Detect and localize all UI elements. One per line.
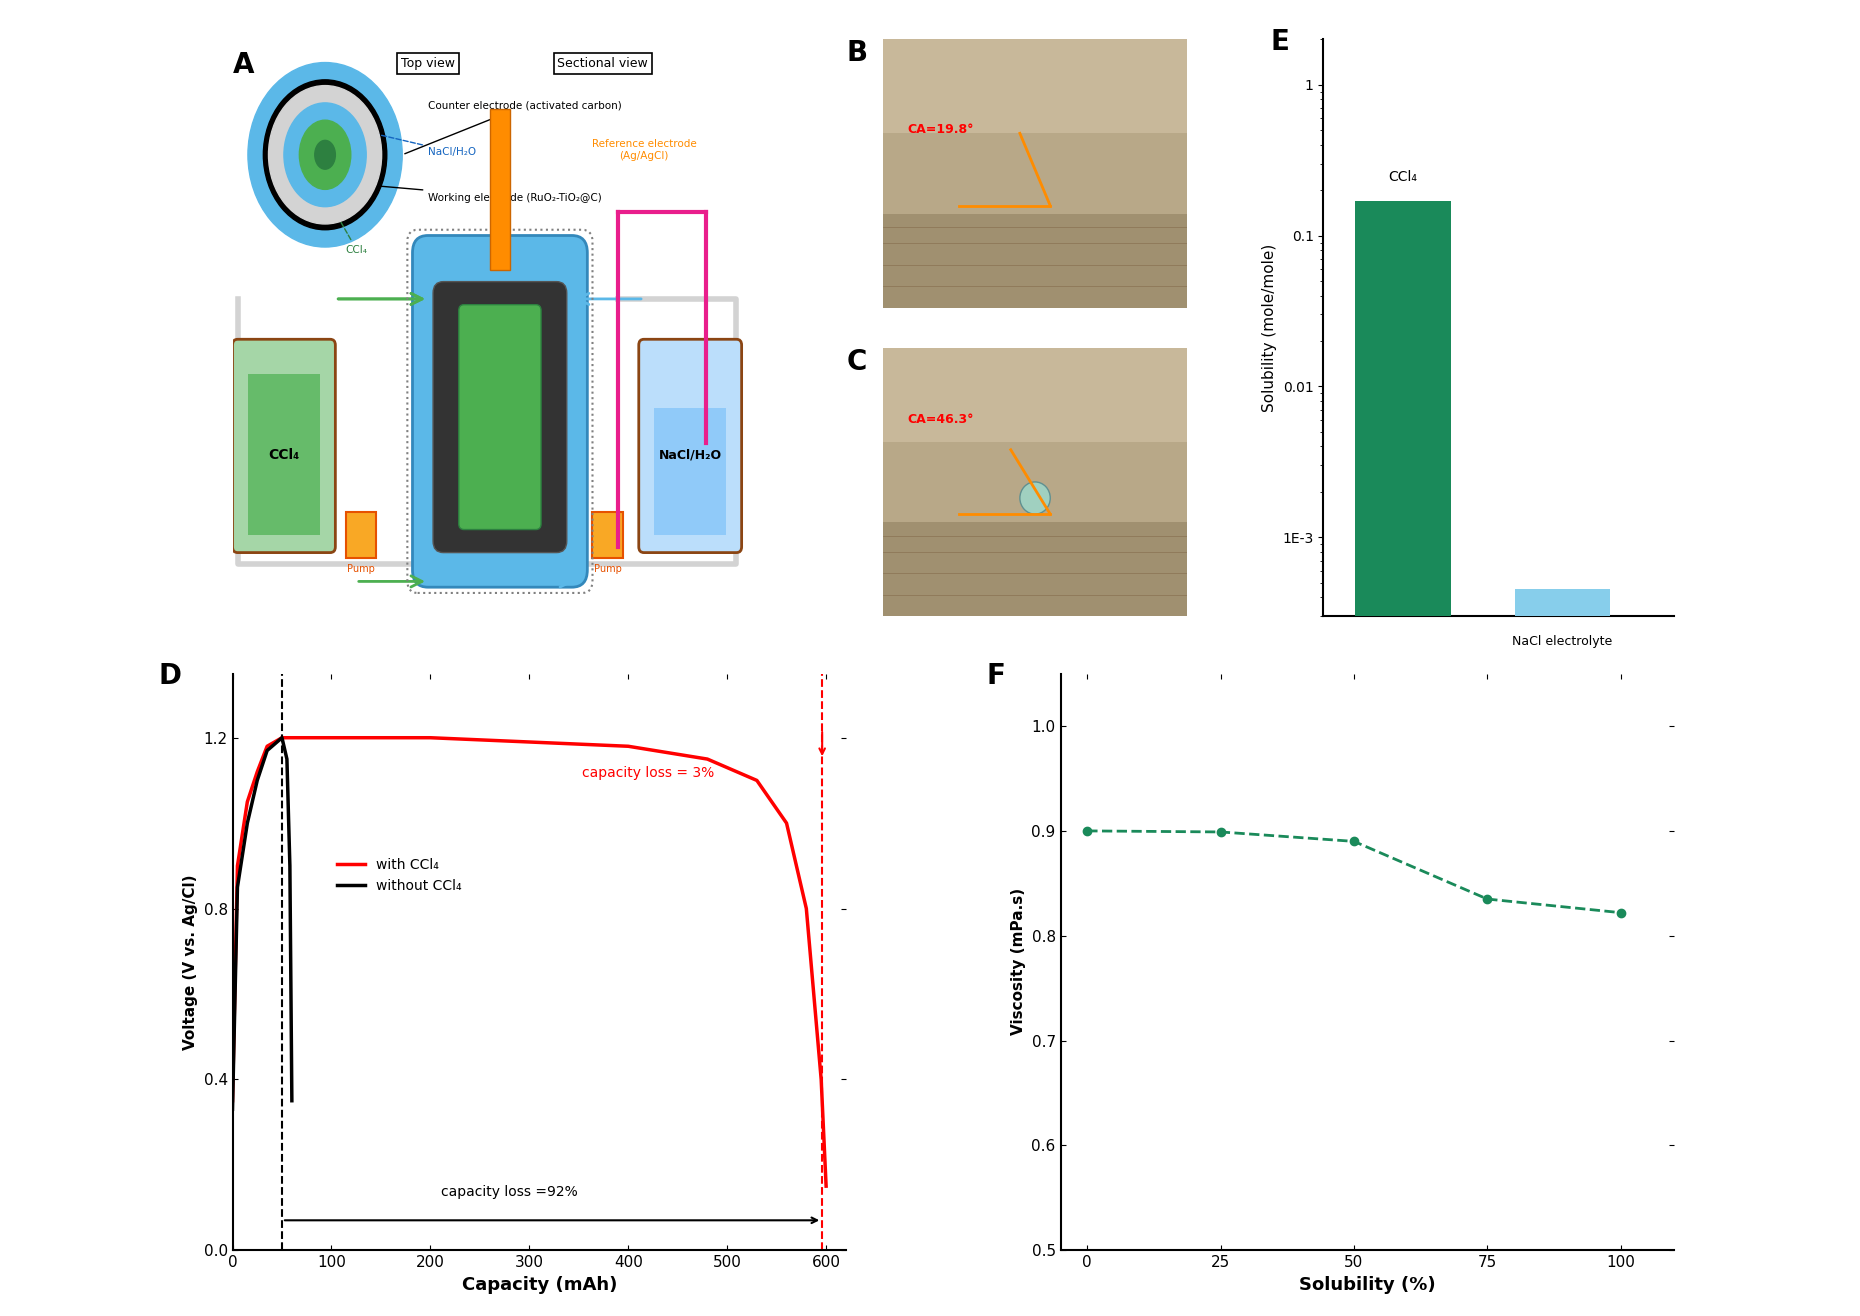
with CCl₄ xyxy=(257,738,279,754)
Text: E: E xyxy=(1270,28,1289,57)
Line: without CCl₄: without CCl₄ xyxy=(232,738,292,1109)
Bar xyxy=(884,133,1187,213)
X-axis label: Capacity (mAh): Capacity (mAh) xyxy=(461,1275,618,1294)
Bar xyxy=(655,408,725,536)
Text: B: B xyxy=(846,39,869,67)
without CCl₄ xyxy=(236,815,259,830)
without CCl₄ xyxy=(275,751,298,767)
Text: capacity loss = 3%: capacity loss = 3% xyxy=(582,766,714,780)
Ellipse shape xyxy=(264,80,387,230)
Ellipse shape xyxy=(299,120,352,190)
Y-axis label: Solubility (mole/mole): Solubility (mole/mole) xyxy=(1261,243,1276,412)
X-axis label: Solubility (%): Solubility (%) xyxy=(1298,1275,1436,1294)
Line: with CCl₄: with CCl₄ xyxy=(232,738,826,1186)
Text: Top view: Top view xyxy=(402,57,456,70)
Ellipse shape xyxy=(285,103,366,207)
Ellipse shape xyxy=(314,141,335,170)
Ellipse shape xyxy=(268,86,381,224)
Bar xyxy=(884,442,1187,522)
Bar xyxy=(884,522,1187,616)
without CCl₄ xyxy=(227,879,249,895)
Y-axis label: Voltage (V vs. Ag/Cl): Voltage (V vs. Ag/Cl) xyxy=(182,874,197,1050)
with CCl₄ xyxy=(272,730,294,746)
FancyBboxPatch shape xyxy=(232,340,335,553)
with CCl₄ xyxy=(227,858,249,874)
without CCl₄ xyxy=(272,730,294,746)
Text: Counter electrode (activated carbon): Counter electrode (activated carbon) xyxy=(405,100,621,154)
Ellipse shape xyxy=(247,63,402,247)
with CCl₄ xyxy=(696,751,718,767)
without CCl₄ xyxy=(272,730,294,746)
Text: NaCl/H₂O: NaCl/H₂O xyxy=(658,447,722,461)
Bar xyxy=(884,213,1187,308)
with CCl₄ xyxy=(746,772,768,788)
Bar xyxy=(593,512,623,558)
without CCl₄ xyxy=(246,772,268,788)
Text: Reference electrode
(Ag/AgCl): Reference electrode (Ag/AgCl) xyxy=(591,139,696,161)
without CCl₄ xyxy=(257,742,279,758)
without CCl₄ xyxy=(281,1092,303,1108)
Bar xyxy=(1356,201,1451,1316)
with CCl₄ xyxy=(320,730,342,746)
Text: NaCl electrolyte: NaCl electrolyte xyxy=(1512,634,1613,647)
Text: capacity loss =92%: capacity loss =92% xyxy=(441,1184,578,1199)
FancyBboxPatch shape xyxy=(638,340,742,553)
Bar xyxy=(346,512,376,558)
Text: C: C xyxy=(846,347,867,376)
with CCl₄ xyxy=(796,900,818,916)
with CCl₄ xyxy=(776,815,798,830)
Text: CCl₄: CCl₄ xyxy=(1389,170,1417,184)
FancyBboxPatch shape xyxy=(433,282,567,553)
with CCl₄ xyxy=(221,1092,244,1108)
Text: Pump: Pump xyxy=(348,565,376,574)
Text: CCl₄: CCl₄ xyxy=(268,447,299,462)
with CCl₄ xyxy=(815,1178,837,1194)
Text: Pump: Pump xyxy=(593,565,621,574)
with CCl₄ xyxy=(236,794,259,809)
Text: A: A xyxy=(232,51,255,79)
with CCl₄ xyxy=(246,765,268,780)
Text: Working electrode (RuO₂-TiO₂@C): Working electrode (RuO₂-TiO₂@C) xyxy=(353,184,601,203)
with CCl₄ xyxy=(519,734,541,750)
Text: NaCl/H₂O: NaCl/H₂O xyxy=(368,133,476,157)
Bar xyxy=(1514,590,1611,1316)
Legend: with CCl₄, without CCl₄: with CCl₄, without CCl₄ xyxy=(331,853,467,899)
with CCl₄ xyxy=(809,1071,831,1087)
without CCl₄ xyxy=(279,858,301,874)
FancyBboxPatch shape xyxy=(459,305,541,529)
Ellipse shape xyxy=(1019,482,1051,515)
Text: CA=19.8°: CA=19.8° xyxy=(908,124,975,137)
Bar xyxy=(247,374,320,536)
Text: F: F xyxy=(988,662,1006,690)
with CCl₄ xyxy=(618,738,640,754)
Bar xyxy=(489,109,510,270)
with CCl₄ xyxy=(418,730,441,746)
Text: CCl₄: CCl₄ xyxy=(337,215,368,255)
Y-axis label: Viscosity (mPa.s): Viscosity (mPa.s) xyxy=(1012,888,1027,1036)
with CCl₄ xyxy=(272,730,294,746)
Text: Sectional view: Sectional view xyxy=(558,57,647,70)
FancyBboxPatch shape xyxy=(413,236,588,587)
Text: D: D xyxy=(158,662,182,690)
without CCl₄ xyxy=(221,1101,244,1117)
Text: CA=46.3°: CA=46.3° xyxy=(908,413,975,426)
